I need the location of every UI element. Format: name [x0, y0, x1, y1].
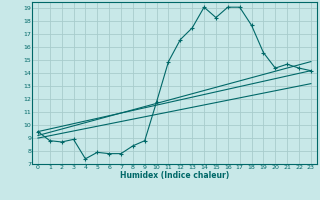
- X-axis label: Humidex (Indice chaleur): Humidex (Indice chaleur): [120, 171, 229, 180]
